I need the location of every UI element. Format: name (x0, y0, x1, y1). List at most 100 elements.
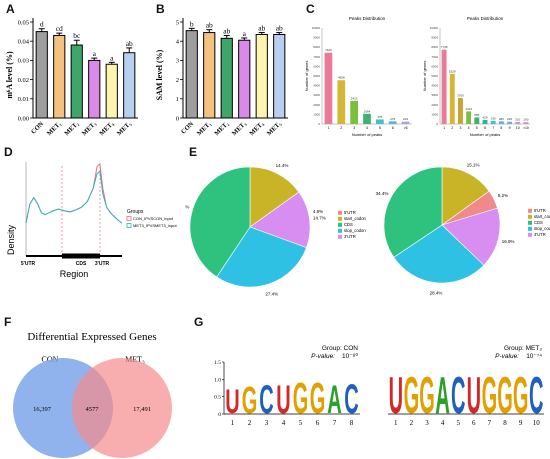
motif-letter: G (513, 367, 529, 425)
bar-value-label: 210 (515, 117, 520, 121)
bar (474, 117, 480, 124)
bar-value-label: 2413 (351, 96, 358, 100)
chart-a: 0.00 0.01 0.02 0.03 0.04 0.05 d CON cd MET₁ bc MET₂… (18, 18, 138, 137)
x-tick-label: CON (30, 120, 45, 135)
pie-value-label: 14.7% (313, 216, 326, 221)
motif-pvalue: 10⁻⁸⁰ (342, 352, 358, 360)
pie-slice (441, 166, 490, 226)
pie-value-label: 28.4% (430, 291, 443, 296)
y-tick-label: 0 (218, 412, 221, 418)
pie-slice (441, 207, 501, 266)
bar (507, 121, 512, 124)
legend-entry: 5'UTR (344, 210, 356, 215)
motif-letter: U (276, 376, 290, 422)
motif-letter: G (310, 374, 326, 423)
x-tick-label: 2 (248, 419, 252, 427)
pie-value-label: 5.2% (498, 193, 508, 198)
x-axis-label: Number of peaks (352, 132, 382, 137)
series-line (25, 170, 123, 224)
y-axis-label: Density (6, 224, 16, 255)
y-tick-label: 5000 (431, 74, 438, 78)
y-tick-label: 7000 (313, 55, 320, 59)
legend-swatch (126, 216, 132, 221)
y-tick-label: 8000 (431, 45, 438, 49)
bar-value-label: 7425 (325, 48, 332, 52)
bar (337, 80, 346, 124)
y-tick-label: 0.5 (214, 395, 221, 401)
significance-letter: ab (126, 39, 133, 48)
x-tick-label: >6 (404, 126, 408, 130)
legend-title: Groups (127, 209, 144, 215)
x-tick-label: 1 (327, 126, 329, 130)
x-tick-label: 4 (441, 419, 445, 427)
venn-overlap-count: 4577 (86, 406, 100, 413)
x-tick-label: 9 (519, 419, 523, 427)
x-tick-label: 7 (492, 126, 494, 130)
bar (70, 44, 83, 119)
x-tick-label: 8 (503, 419, 507, 427)
bar (324, 52, 333, 124)
x-tick-label: 4 (366, 126, 368, 130)
legend-swatch (338, 210, 342, 215)
y-tick-label: 1000 (313, 112, 320, 116)
bar (35, 31, 48, 119)
bar (523, 122, 529, 124)
pie-value-label: 15.1% (467, 163, 480, 168)
pie-slice (383, 166, 443, 258)
legend-swatch (528, 220, 532, 225)
bar-value-label: 1314 (465, 107, 472, 111)
x-tick-label: 4 (468, 126, 470, 130)
x-tick-label: 2 (451, 126, 453, 130)
bar-value-label: 330 (491, 116, 496, 120)
legend-entry: CDS (344, 222, 353, 227)
significance-letter: ab (206, 21, 213, 30)
utr5-bar (26, 255, 62, 257)
motif-pvalue-label: P-value: (495, 353, 519, 360)
motif-letter: G (242, 380, 258, 421)
motif-letter: G (497, 367, 513, 425)
bar (350, 100, 358, 124)
x-tick-label: 3 (459, 126, 461, 130)
panel-e: E 14.4%14.7%27.4%38.7%4.8%5'UTRstart_cod… (185, 145, 550, 297)
panel-label-a: A (6, 2, 15, 16)
legend-entry: CDS (534, 220, 543, 225)
motif-group: Group: CON (322, 345, 358, 352)
motif-letter: U (467, 367, 481, 425)
legend-swatch (528, 208, 532, 213)
legend-entry: 3'UTR (534, 232, 546, 237)
x-tick-label: MET₁ (196, 120, 213, 137)
bar (482, 119, 488, 124)
motif-pvalue-label: P-value: (311, 353, 335, 360)
bar (490, 120, 496, 124)
x-tick-label: 4 (282, 419, 286, 427)
chart-b: 0 1 2 3 4 5 b CON ab MET₁ ab MET₂ a MET₃ ab MET₄ ab MET₅ (176, 18, 288, 137)
bar-value-label: 240 (507, 117, 512, 121)
y-tick-label: 0.03 (18, 58, 29, 65)
x-tick-label: MET₄ (248, 120, 265, 137)
chart-c2: Peaks Distribution 0 1000 2000 3000 4000 5000 6… (422, 16, 530, 137)
y-tick-label: 1.0 (214, 377, 221, 383)
panel-label-f: F (4, 315, 11, 329)
y-tick-label: 3000 (431, 93, 438, 97)
x-tick-label: 3 (353, 126, 355, 130)
panel-label-b: B (156, 2, 165, 16)
bar (185, 30, 198, 119)
panel-f: F Differential Expressed Genes CON MET₃ … (4, 315, 172, 458)
pie-value-label: 27.4% (265, 292, 278, 297)
bar (273, 33, 286, 119)
x-tick-label: 5 (379, 126, 381, 130)
bar (53, 34, 66, 119)
x-tick-label: 10 (516, 126, 520, 130)
significance-letter: ab (223, 26, 230, 35)
x-tick-label: CON (180, 120, 195, 135)
legend-swatch (338, 234, 342, 239)
y-tick-label: 0.05 (18, 19, 29, 26)
x-tick-label: MET₅ (116, 120, 133, 137)
y-tick-label: 2 (176, 77, 179, 84)
legend-entry: start_codon (344, 216, 367, 221)
bar-value-label: 1064 (364, 109, 371, 113)
x-tick-label: MET₂ (63, 120, 80, 137)
chart-c1: Peaks Distribution 0 1000 2000 3000 4000 5000 6… (304, 16, 412, 137)
significance-letter: ab (258, 24, 265, 33)
